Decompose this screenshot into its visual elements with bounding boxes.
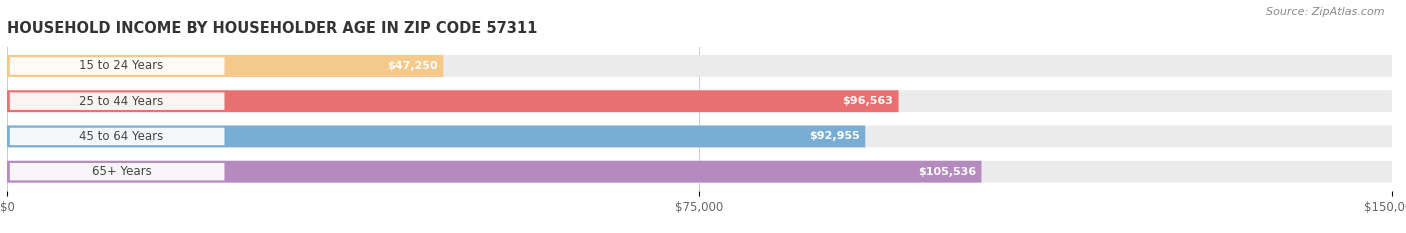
FancyBboxPatch shape <box>7 55 443 77</box>
Text: $96,563: $96,563 <box>842 96 893 106</box>
FancyBboxPatch shape <box>10 57 225 75</box>
Text: 25 to 44 Years: 25 to 44 Years <box>79 95 163 108</box>
Text: Source: ZipAtlas.com: Source: ZipAtlas.com <box>1267 7 1385 17</box>
FancyBboxPatch shape <box>7 55 1392 77</box>
FancyBboxPatch shape <box>7 126 1392 147</box>
FancyBboxPatch shape <box>7 126 865 147</box>
FancyBboxPatch shape <box>7 90 898 112</box>
FancyBboxPatch shape <box>7 161 1392 183</box>
Text: $47,250: $47,250 <box>387 61 437 71</box>
FancyBboxPatch shape <box>10 163 225 180</box>
Text: $92,955: $92,955 <box>808 131 859 141</box>
FancyBboxPatch shape <box>7 161 981 183</box>
Text: HOUSEHOLD INCOME BY HOUSEHOLDER AGE IN ZIP CODE 57311: HOUSEHOLD INCOME BY HOUSEHOLDER AGE IN Z… <box>7 21 537 36</box>
FancyBboxPatch shape <box>10 128 225 145</box>
FancyBboxPatch shape <box>10 93 225 110</box>
FancyBboxPatch shape <box>7 90 1392 112</box>
Text: $105,536: $105,536 <box>918 167 976 177</box>
Text: 65+ Years: 65+ Years <box>91 165 152 178</box>
Text: 15 to 24 Years: 15 to 24 Years <box>79 59 163 72</box>
Text: 45 to 64 Years: 45 to 64 Years <box>79 130 163 143</box>
